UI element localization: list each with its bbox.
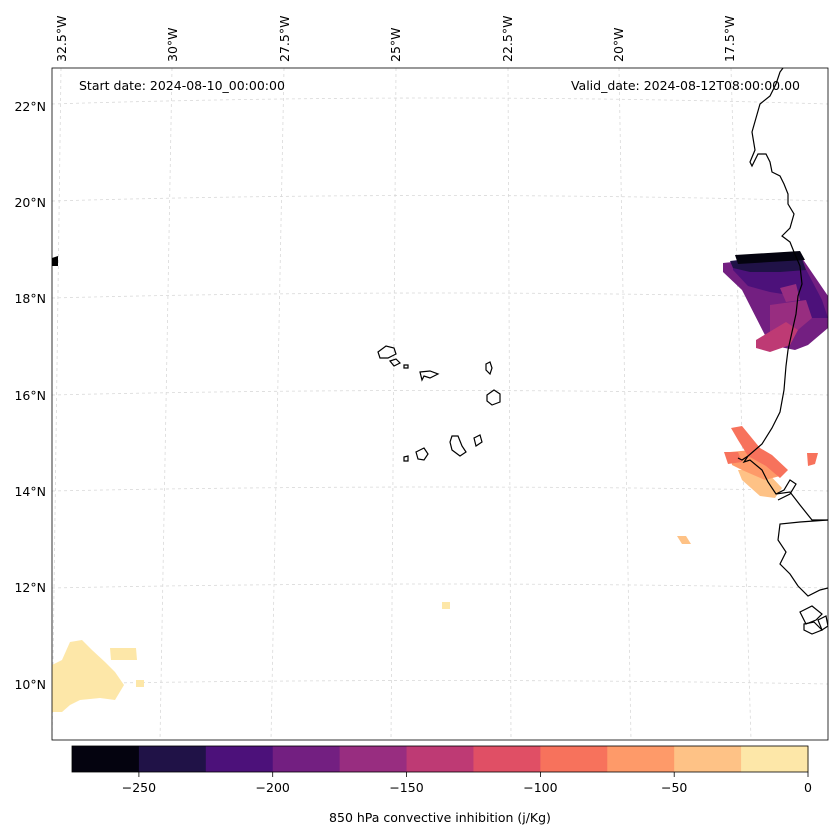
cin-field-southwest xyxy=(52,602,450,712)
latitude-labels: 22°N 20°N 18°N 16°N 14°N 12°N 10°N xyxy=(14,99,46,692)
lon-label-30w: 30°W xyxy=(165,27,180,62)
cape-verde-sao-nicolau xyxy=(419,370,440,382)
colorbar: −250 −200 −150 −100 −50 0 850 hPa convec… xyxy=(71,745,812,825)
cape-verde-santiago xyxy=(449,435,467,457)
gambia-coast xyxy=(775,479,797,501)
guinea-islands-coast xyxy=(803,621,824,635)
colorbar-frame xyxy=(71,745,809,773)
guinea-bissau-coast xyxy=(777,519,828,597)
cin-field-northeast xyxy=(723,251,828,352)
cin-area xyxy=(136,680,144,687)
lat-label-20n: 20°N xyxy=(14,195,46,210)
valid-date-label: Valid_date: 2024-08-12T08:00:00.00 xyxy=(571,78,800,93)
lat-label-14n: 14°N xyxy=(14,484,46,499)
guinea-islands-coast xyxy=(799,605,823,625)
colorbar-swatch xyxy=(406,746,475,772)
colorbar-tick-label: −200 xyxy=(256,780,290,795)
guinea-islands-coast xyxy=(817,615,828,631)
cape-verde-fogo xyxy=(415,447,429,461)
cape-verde-maio xyxy=(473,434,483,447)
map-frame xyxy=(51,67,829,741)
colorbar-swatch xyxy=(741,746,809,772)
cape-verde-sao-vicente xyxy=(388,358,402,367)
lon-label-17-5w: 17.5°W xyxy=(722,16,737,62)
cin-field-senegal xyxy=(677,426,818,544)
dakar-peninsula xyxy=(737,455,749,461)
graticule xyxy=(52,68,828,740)
cape-verde-santa-luzia xyxy=(403,364,409,369)
colorbar-swatches xyxy=(72,746,809,772)
colorbar-swatch xyxy=(339,746,408,772)
lon-label-25w: 25°W xyxy=(388,27,403,62)
lon-label-27-5w: 27.5°W xyxy=(277,16,292,62)
coastlines xyxy=(52,68,828,635)
cape-verde-boa-vista xyxy=(486,389,501,406)
lon-label-22-5w: 22.5°W xyxy=(500,16,515,62)
cin-area xyxy=(731,426,788,478)
colorbar-swatch xyxy=(473,746,541,772)
africa-coastline xyxy=(742,68,828,521)
colorbar-tick-label: −100 xyxy=(523,780,557,795)
cin-area xyxy=(756,322,798,352)
lat-label-10n: 10°N xyxy=(14,677,46,692)
lat-label-18n: 18°N xyxy=(14,291,46,306)
colorbar-tick-label: −150 xyxy=(389,780,423,795)
colorbar-tick-label: 0 xyxy=(804,780,812,795)
cape-verde-brava xyxy=(403,455,409,462)
lat-label-12n: 12°N xyxy=(14,580,46,595)
cin-area xyxy=(807,453,818,466)
colorbar-swatch xyxy=(674,746,742,772)
map-edge-blob xyxy=(52,256,58,266)
colorbar-tick-label: −250 xyxy=(122,780,156,795)
colorbar-title: 850 hPa convective inhibition (j/Kg) xyxy=(329,810,551,825)
cin-area xyxy=(724,452,742,464)
colorbar-ticks xyxy=(138,772,809,777)
map-panel xyxy=(52,68,828,740)
colorbar-swatch xyxy=(272,746,341,772)
cape-verde-santo-antao xyxy=(377,345,397,359)
cin-area xyxy=(52,640,124,712)
cin-area xyxy=(442,602,450,609)
cin-area xyxy=(730,450,780,480)
colorbar-swatch xyxy=(205,746,274,772)
cape-verde-sal xyxy=(485,361,493,376)
lat-label-22n: 22°N xyxy=(14,99,46,114)
lon-label-20w: 20°W xyxy=(611,27,626,62)
cin-area xyxy=(110,648,137,660)
colorbar-swatch xyxy=(540,746,608,772)
colorbar-swatch xyxy=(72,746,140,772)
cin-area xyxy=(677,536,691,544)
colorbar-swatch xyxy=(607,746,675,772)
cin-area xyxy=(735,251,805,264)
start-date-label: Start date: 2024-08-10_00:00:00 xyxy=(79,78,285,93)
lon-label-32-5w: 32.5°W xyxy=(54,16,69,62)
lat-label-16n: 16°N xyxy=(14,388,46,403)
longitude-labels: 32.5°W 30°W 27.5°W 25°W 22.5°W 20°W 17.5… xyxy=(54,16,737,62)
colorbar-tick-label: −50 xyxy=(661,780,687,795)
colorbar-swatch xyxy=(138,746,207,772)
cin-area xyxy=(780,284,800,302)
